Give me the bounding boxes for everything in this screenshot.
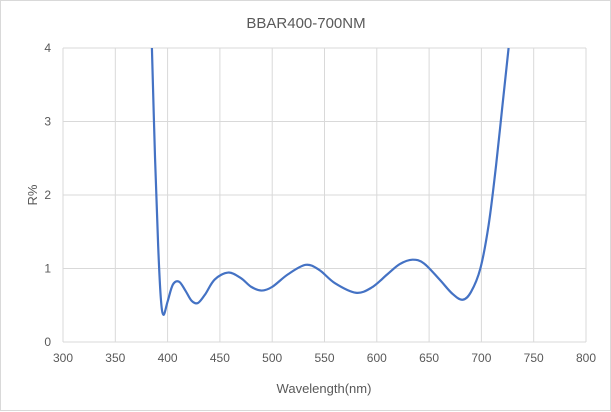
x-tick-label: 300 bbox=[53, 351, 73, 365]
y-tick-label: 4 bbox=[44, 41, 51, 55]
y-tick-label: 3 bbox=[44, 115, 51, 129]
x-tick-label: 600 bbox=[367, 351, 387, 365]
x-tick-label: 450 bbox=[210, 351, 230, 365]
y-tick-label: 2 bbox=[44, 188, 51, 202]
x-tick-label: 650 bbox=[419, 351, 439, 365]
x-tick-label: 350 bbox=[105, 351, 125, 365]
x-axis-label: Wavelength(nm) bbox=[277, 381, 372, 396]
y-tick-label: 1 bbox=[44, 262, 51, 276]
y-tick-label: 0 bbox=[44, 335, 51, 349]
x-tick-label: 750 bbox=[524, 351, 544, 365]
x-tick-label: 800 bbox=[576, 351, 596, 365]
y-axis-label: R% bbox=[25, 184, 40, 205]
x-tick-label: 700 bbox=[471, 351, 491, 365]
x-tick-label: 500 bbox=[262, 351, 282, 365]
x-tick-label: 400 bbox=[158, 351, 178, 365]
chart-title: BBAR400-700NM bbox=[246, 15, 365, 32]
reflectance-curve bbox=[150, 47, 510, 316]
x-tick-label: 550 bbox=[314, 351, 334, 365]
